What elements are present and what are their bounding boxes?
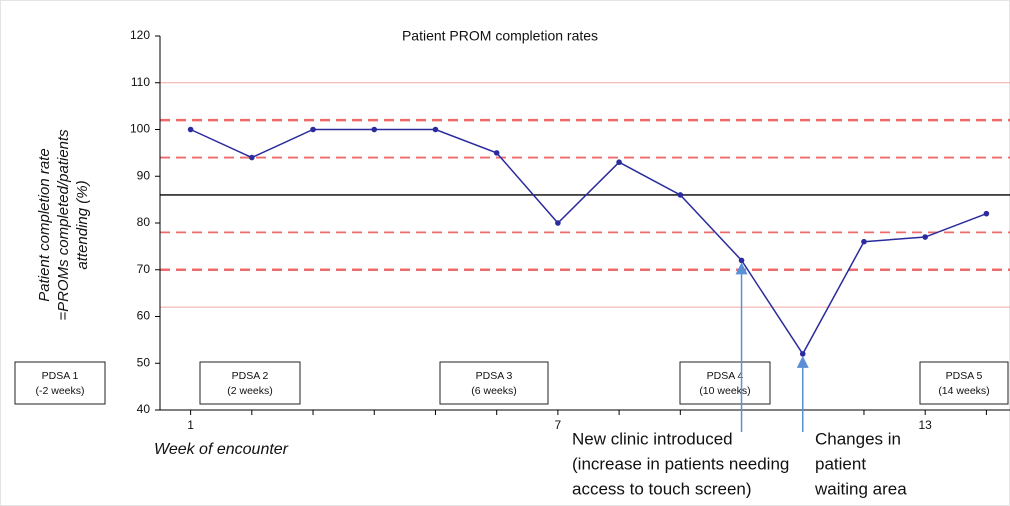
y-axis-label: Patient completion rate =PROMs completed… bbox=[36, 129, 91, 321]
data-point bbox=[371, 126, 378, 133]
phase-box bbox=[199, 361, 301, 405]
phase-label: PDSA 1 bbox=[42, 370, 79, 382]
chart-title: Patient PROM completion rates bbox=[402, 28, 598, 44]
y-label-line: Patient completion rate bbox=[36, 148, 53, 301]
phase-duration: (10 weeks) bbox=[699, 385, 750, 397]
annotation-text: New clinic introduced bbox=[572, 429, 733, 448]
data-point bbox=[677, 192, 684, 198]
phase-duration: (6 weeks) bbox=[471, 385, 517, 397]
y-label-line: =PROMs completed/patients bbox=[55, 129, 72, 321]
phase-duration: (14 weeks) bbox=[938, 385, 989, 397]
data-point bbox=[922, 234, 928, 240]
phase-box bbox=[919, 361, 1009, 405]
y-tick-label: 120 bbox=[130, 28, 150, 42]
data-point bbox=[983, 210, 990, 217]
phase-box bbox=[679, 361, 771, 405]
phase-duration: (-2 weeks) bbox=[35, 385, 84, 397]
annotation-text: access to touch screen) bbox=[572, 479, 752, 498]
data-point bbox=[249, 154, 255, 161]
data-point bbox=[799, 351, 806, 357]
data-point bbox=[432, 126, 439, 133]
annotation-text: patient bbox=[815, 454, 866, 473]
phase-label: PDSA 3 bbox=[476, 370, 513, 382]
phase-label: PDSA 2 bbox=[232, 370, 269, 382]
phase-box bbox=[14, 361, 106, 405]
data-point bbox=[555, 220, 561, 226]
data-point bbox=[187, 126, 194, 133]
data-point bbox=[493, 150, 500, 156]
y-tick-label: 70 bbox=[137, 262, 151, 276]
phase-label: PDSA 4 bbox=[707, 370, 744, 382]
y-tick-label: 40 bbox=[137, 402, 151, 416]
y-tick-label: 60 bbox=[137, 309, 151, 323]
phase-label: PDSA 5 bbox=[946, 370, 983, 382]
y-tick-label: 50 bbox=[137, 355, 151, 369]
phase-duration: (2 weeks) bbox=[227, 385, 273, 397]
annotation-text: (increase in patients needing bbox=[572, 454, 789, 473]
y-tick-label: 80 bbox=[137, 215, 151, 229]
data-point bbox=[738, 257, 745, 264]
y-label-line: attending (%) bbox=[74, 180, 91, 269]
data-line bbox=[190, 128, 987, 356]
data-point bbox=[616, 159, 622, 166]
x-tick-label: 1 bbox=[187, 418, 194, 432]
phase-box bbox=[439, 361, 549, 405]
data-point bbox=[861, 238, 867, 245]
y-tick-label: 110 bbox=[131, 75, 150, 89]
annotation-text: waiting area bbox=[814, 479, 907, 498]
x-axis-label: Week of encounter bbox=[154, 441, 289, 458]
data-point bbox=[310, 126, 316, 133]
x-tick-label: 13 bbox=[918, 418, 932, 432]
x-tick-label: 7 bbox=[555, 418, 562, 432]
y-tick-label: 90 bbox=[137, 168, 151, 182]
y-tick-label: 100 bbox=[130, 122, 150, 136]
annotation-text: Changes in bbox=[815, 429, 901, 448]
